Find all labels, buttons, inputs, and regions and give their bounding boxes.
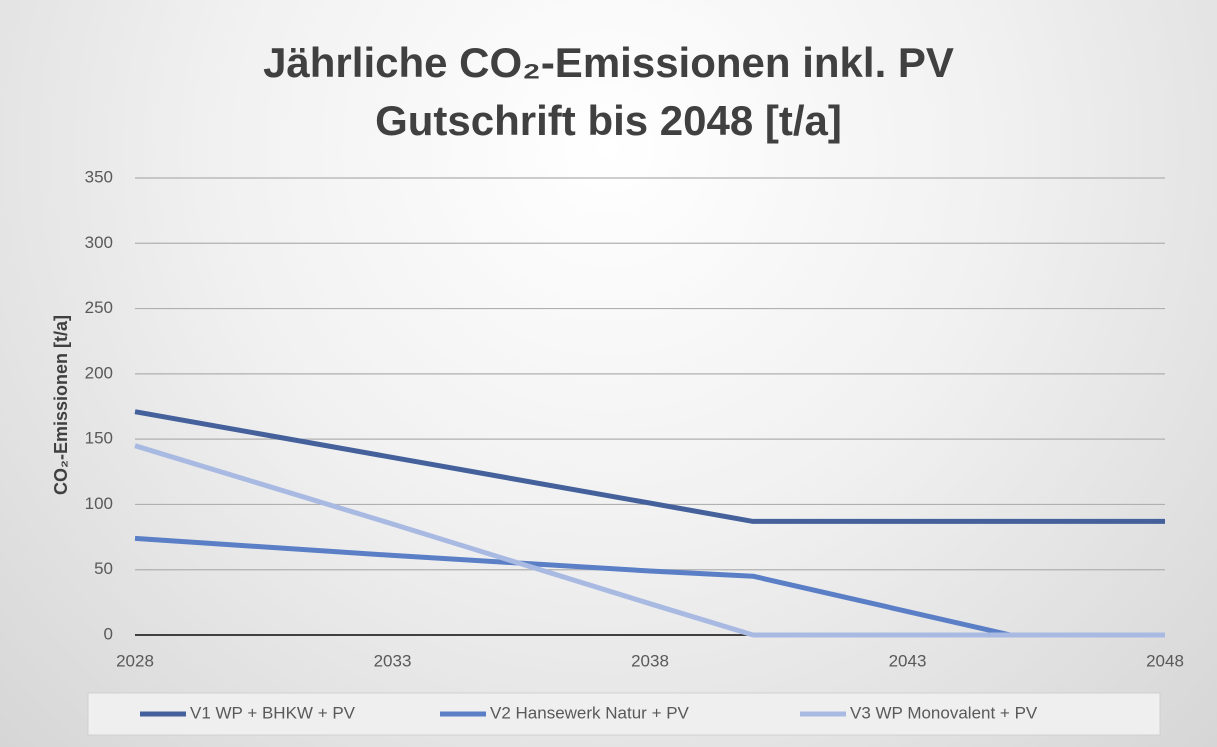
y-tick-label: 350: [85, 167, 113, 186]
chart-title: Jährliche CO₂-Emissionen inkl. PV Gutsch…: [263, 39, 954, 144]
x-tick-label: 2028: [116, 651, 154, 670]
legend-label: V2 Hansewerk Natur + PV: [490, 703, 690, 722]
y-tick-label: 50: [94, 559, 113, 578]
x-tick-label: 2043: [889, 651, 927, 670]
x-tick-label: 2038: [631, 651, 669, 670]
y-tick-label: 250: [85, 298, 113, 317]
legend-label: V1 WP + BHKW + PV: [190, 703, 356, 722]
y-tick-label: 300: [85, 233, 113, 252]
y-tick-label: 0: [104, 624, 113, 643]
y-axis-label: CO₂-Emissionen [t/a]: [51, 315, 71, 495]
y-tick-label: 200: [85, 363, 113, 382]
legend-label: V3 WP Monovalent + PV: [850, 703, 1038, 722]
x-tick-label: 2048: [1146, 651, 1184, 670]
legend-box: [87, 692, 1161, 736]
y-tick-label: 100: [85, 494, 113, 513]
series-line: [134, 535, 1165, 638]
series-line: [134, 443, 1165, 638]
y-tick-label: 150: [85, 429, 113, 448]
x-tick-label: 2033: [374, 651, 412, 670]
series-line: [134, 409, 1165, 524]
